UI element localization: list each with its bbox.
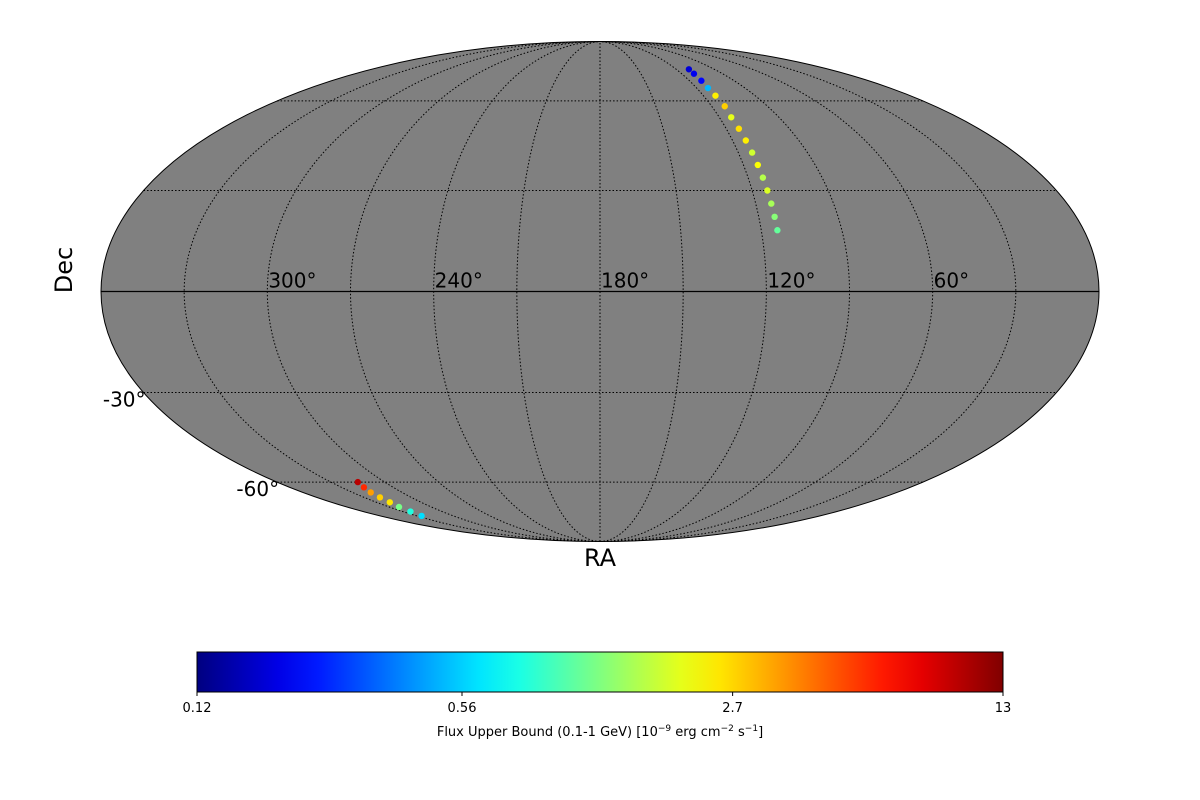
colorbar-tick-label: 13 xyxy=(995,701,1012,716)
data-point xyxy=(360,484,368,491)
data-point xyxy=(354,478,362,486)
data-point xyxy=(742,137,750,144)
data-point xyxy=(768,200,775,207)
data-point xyxy=(735,125,743,132)
map-outline xyxy=(100,41,1100,542)
data-point xyxy=(712,92,719,99)
data-point xyxy=(690,70,698,77)
data-point xyxy=(698,77,705,84)
data-point xyxy=(759,174,767,181)
colorbar-tick-label: 2.7 xyxy=(722,701,743,716)
label-part: ] xyxy=(758,725,763,740)
data-point xyxy=(721,103,728,110)
data-point xyxy=(386,499,394,506)
label-part: erg cm xyxy=(671,725,720,740)
y-axis-label: Dec xyxy=(50,247,78,293)
data-point xyxy=(704,84,712,92)
data-point xyxy=(774,227,781,234)
data-point xyxy=(685,66,693,73)
data-point xyxy=(367,489,374,496)
y-tick-label: -60° xyxy=(236,477,279,501)
data-point xyxy=(771,213,778,221)
label-part: s xyxy=(734,725,745,740)
meridian xyxy=(599,41,684,542)
x-tick-label: 120° xyxy=(767,269,815,293)
data-point xyxy=(754,161,762,169)
data-point xyxy=(764,187,771,194)
label-exponent: −1 xyxy=(745,724,758,734)
data-point xyxy=(748,149,756,156)
y-tick-label: -30° xyxy=(103,387,146,411)
meridian xyxy=(516,41,601,542)
x-tick-label: 300° xyxy=(268,269,316,293)
x-tick-label: 60° xyxy=(934,269,969,293)
data-point xyxy=(418,512,425,520)
data-point xyxy=(407,508,414,515)
data-point xyxy=(728,114,735,121)
data-point xyxy=(376,494,384,501)
x-tick-label: 180° xyxy=(601,269,649,293)
colorbar-tick-label: 0.12 xyxy=(183,701,212,716)
colorbar-tick-label: 0.56 xyxy=(448,701,477,716)
colorbar xyxy=(196,651,1004,693)
data-point xyxy=(395,503,403,511)
label-exponent: −2 xyxy=(721,724,734,734)
label-part: Flux Upper Bound (0.1-1 GeV) [10 xyxy=(437,725,658,740)
colorbar-label: Flux Upper Bound (0.1-1 GeV) [10−9 erg c… xyxy=(437,724,763,740)
x-tick-label: 240° xyxy=(435,269,483,293)
label-exponent: −9 xyxy=(658,724,672,734)
x-axis-label: RA xyxy=(584,544,617,572)
